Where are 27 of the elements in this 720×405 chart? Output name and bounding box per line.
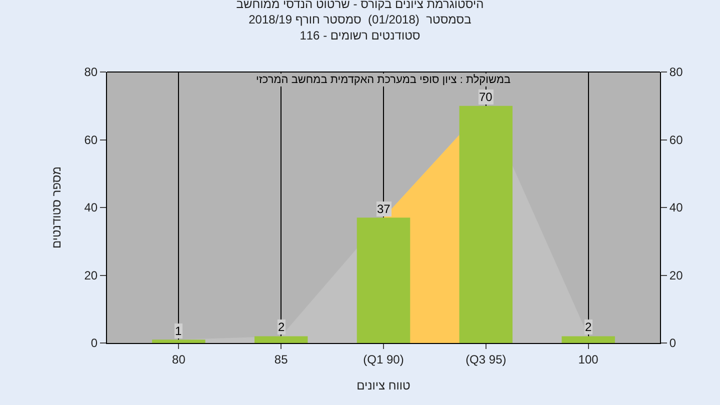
y2-tick-label: 20 <box>669 268 684 282</box>
data-label: 2 <box>278 320 285 334</box>
bar <box>254 336 308 343</box>
data-label: 1 <box>175 324 182 338</box>
y-tick-label: 0 <box>90 336 98 350</box>
y2-tick-label: 0 <box>669 336 676 350</box>
y2-tick-label: 40 <box>669 200 684 215</box>
x-tick-label: 85 <box>274 352 288 366</box>
y-tick-label: 20 <box>84 268 98 282</box>
bar <box>152 340 206 343</box>
y-tick-label: 80 <box>84 65 98 80</box>
data-label: 70 <box>479 90 493 104</box>
y2-tick-label: 80 <box>669 65 684 80</box>
data-label: 2 <box>585 320 592 334</box>
x-tick-label: 100 <box>578 352 599 366</box>
bar <box>562 336 615 343</box>
y-tick-label: 40 <box>84 200 98 215</box>
y-axis-title: מספר סטודנטים <box>50 166 64 249</box>
x-tick-label: 80 <box>172 352 186 366</box>
y2-tick-label: 60 <box>669 132 684 147</box>
annotation: במשוקלת : ציון סופי במערכת האקדמית במחשב המרכזי <box>256 74 511 86</box>
data-label: 37 <box>377 202 391 216</box>
x-axis-title: טווח ציונים <box>356 378 411 392</box>
x-tick-label: (Q3 95) <box>466 352 506 366</box>
y-tick-label: 60 <box>84 132 98 147</box>
x-tick-label: (Q1 90) <box>363 352 404 366</box>
chart-title: היסטוגרמת ציונים בקורס - שרטוט הנדסי ממוחשב בסמסטר (01/2018) סמסטר חורף 2018/19 סטודנטים רשומים - 116 <box>236 0 484 42</box>
